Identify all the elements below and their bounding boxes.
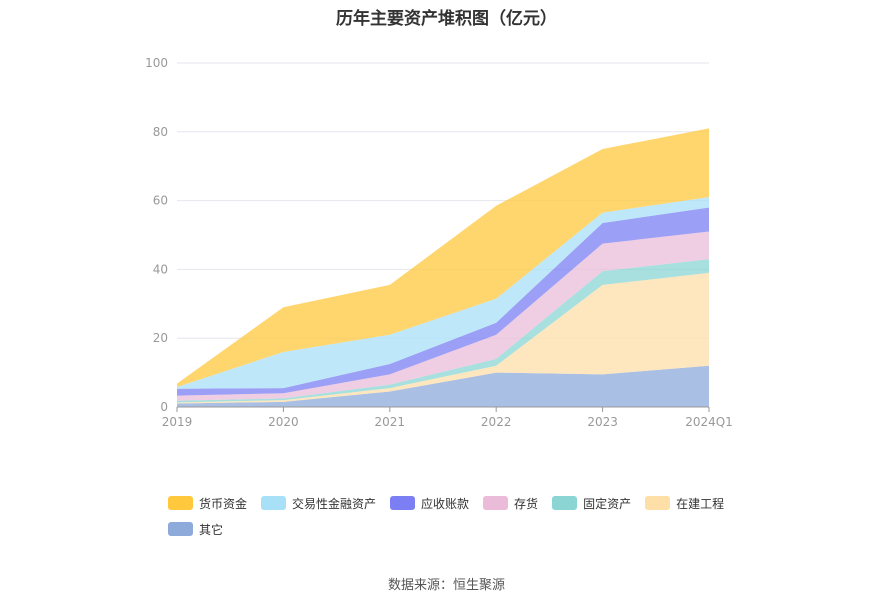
legend-swatch <box>390 496 416 510</box>
legend-item[interactable]: 交易性金融资产 <box>261 494 376 512</box>
legend-label: 交易性金融资产 <box>292 496 377 511</box>
y-tick-label: 0 <box>160 400 168 414</box>
x-tick-label: 2024Q1 <box>685 415 733 429</box>
x-tick-label: 2019 <box>162 415 193 429</box>
legend-label: 应收账款 <box>421 496 470 511</box>
axes: 0 20 40 60 80 100 2019 2020 2021 2022 2023 2024Q1 <box>145 56 733 429</box>
area-series-货币资金 <box>177 128 709 388</box>
x-tick-label: 2022 <box>481 415 512 429</box>
legend-swatch <box>168 496 193 510</box>
legend-label: 在建工程 <box>676 496 725 511</box>
y-tick-label: 80 <box>153 125 168 139</box>
legend-item[interactable]: 在建工程 <box>645 494 724 512</box>
legend-item[interactable]: 其它 <box>168 520 223 538</box>
legend-label: 货币资金 <box>199 496 248 511</box>
stacked-area-chart: 0 20 40 60 80 100 2019 2020 2021 2022 2023 2024Q1 <box>145 56 733 429</box>
x-tick-label: 2021 <box>375 415 406 429</box>
area-series-存货 <box>177 231 709 401</box>
y-tick-label: 100 <box>145 56 168 70</box>
legend-swatch <box>552 496 578 510</box>
source-note: 数据来源：恒生聚源 <box>387 578 505 593</box>
area-series-交易性金融资产 <box>177 197 709 389</box>
legend-swatch <box>483 496 509 510</box>
area-series-固定资产 <box>177 259 709 403</box>
legend-swatch <box>168 522 193 536</box>
legend-swatch <box>261 496 287 510</box>
legend-item[interactable]: 固定资产 <box>552 494 631 512</box>
x-tick-label: 2020 <box>268 415 299 429</box>
legend-item[interactable]: 存货 <box>483 494 538 512</box>
legend-swatch <box>645 496 671 510</box>
legend: 货币资金 交易性金融资产 应收账款 存货 固定资产 在建工程其它 <box>168 494 768 546</box>
legend-item[interactable]: 应收账款 <box>390 494 469 512</box>
area-series-应收账款 <box>177 207 709 396</box>
legend-label: 存货 <box>514 496 539 511</box>
chart-title: 历年主要资产堆积图（亿元） <box>336 9 557 29</box>
area-series <box>177 128 709 407</box>
legend-label: 固定资产 <box>583 496 632 511</box>
area-series-在建工程 <box>177 272 709 404</box>
legend-item[interactable]: 货币资金 <box>168 494 247 512</box>
legend-label: 其它 <box>199 522 224 537</box>
area-series-其它 <box>177 365 709 407</box>
x-tick-label: 2023 <box>587 415 618 429</box>
y-tick-label: 40 <box>153 262 168 276</box>
y-tick-label: 20 <box>153 331 168 345</box>
y-tick-label: 60 <box>153 194 168 208</box>
